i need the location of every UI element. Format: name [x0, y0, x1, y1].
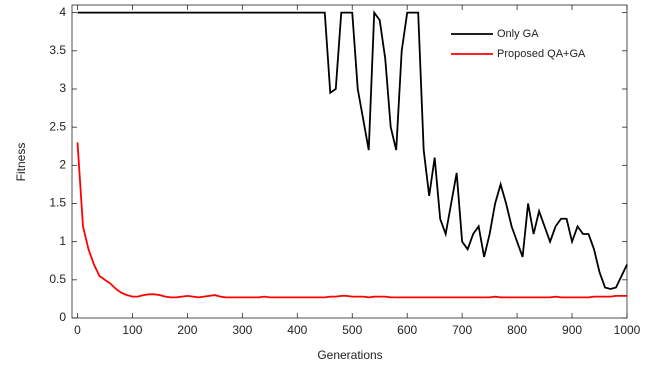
y-tick-label: 3 [59, 81, 66, 95]
x-tick-label: 0 [74, 323, 81, 337]
y-tick-label: 4 [59, 5, 66, 19]
x-tick-label: 700 [452, 323, 472, 337]
x-tick-label: 300 [232, 323, 252, 337]
y-tick-label: 2 [59, 157, 66, 171]
x-tick-label: 1000 [614, 323, 641, 337]
legend-label: Proposed QA+GA [497, 48, 586, 60]
series-line [76, 142, 627, 299]
legend-label: Only GA [497, 28, 539, 40]
x-axis-label: Generations [317, 348, 382, 362]
x-tick-label: 900 [562, 323, 582, 337]
y-tick-label: 3.5 [49, 43, 66, 57]
x-tick-label: 600 [397, 323, 417, 337]
x-tick-label: 400 [287, 323, 307, 337]
legend-box [444, 21, 616, 69]
y-axis-label: Fitness [14, 143, 28, 182]
y-tick-label: 1.5 [49, 196, 66, 210]
y-tick-label: 2.5 [49, 119, 66, 133]
y-tick-label: 0 [59, 310, 66, 324]
series-line [77, 9, 628, 290]
y-tick-label: 0.5 [49, 272, 66, 286]
x-tick-label: 200 [177, 323, 197, 337]
x-tick-label: 100 [122, 323, 142, 337]
x-tick-label: 500 [342, 323, 362, 337]
x-tick-label: 800 [507, 323, 527, 337]
y-tick-label: 1 [59, 234, 66, 248]
